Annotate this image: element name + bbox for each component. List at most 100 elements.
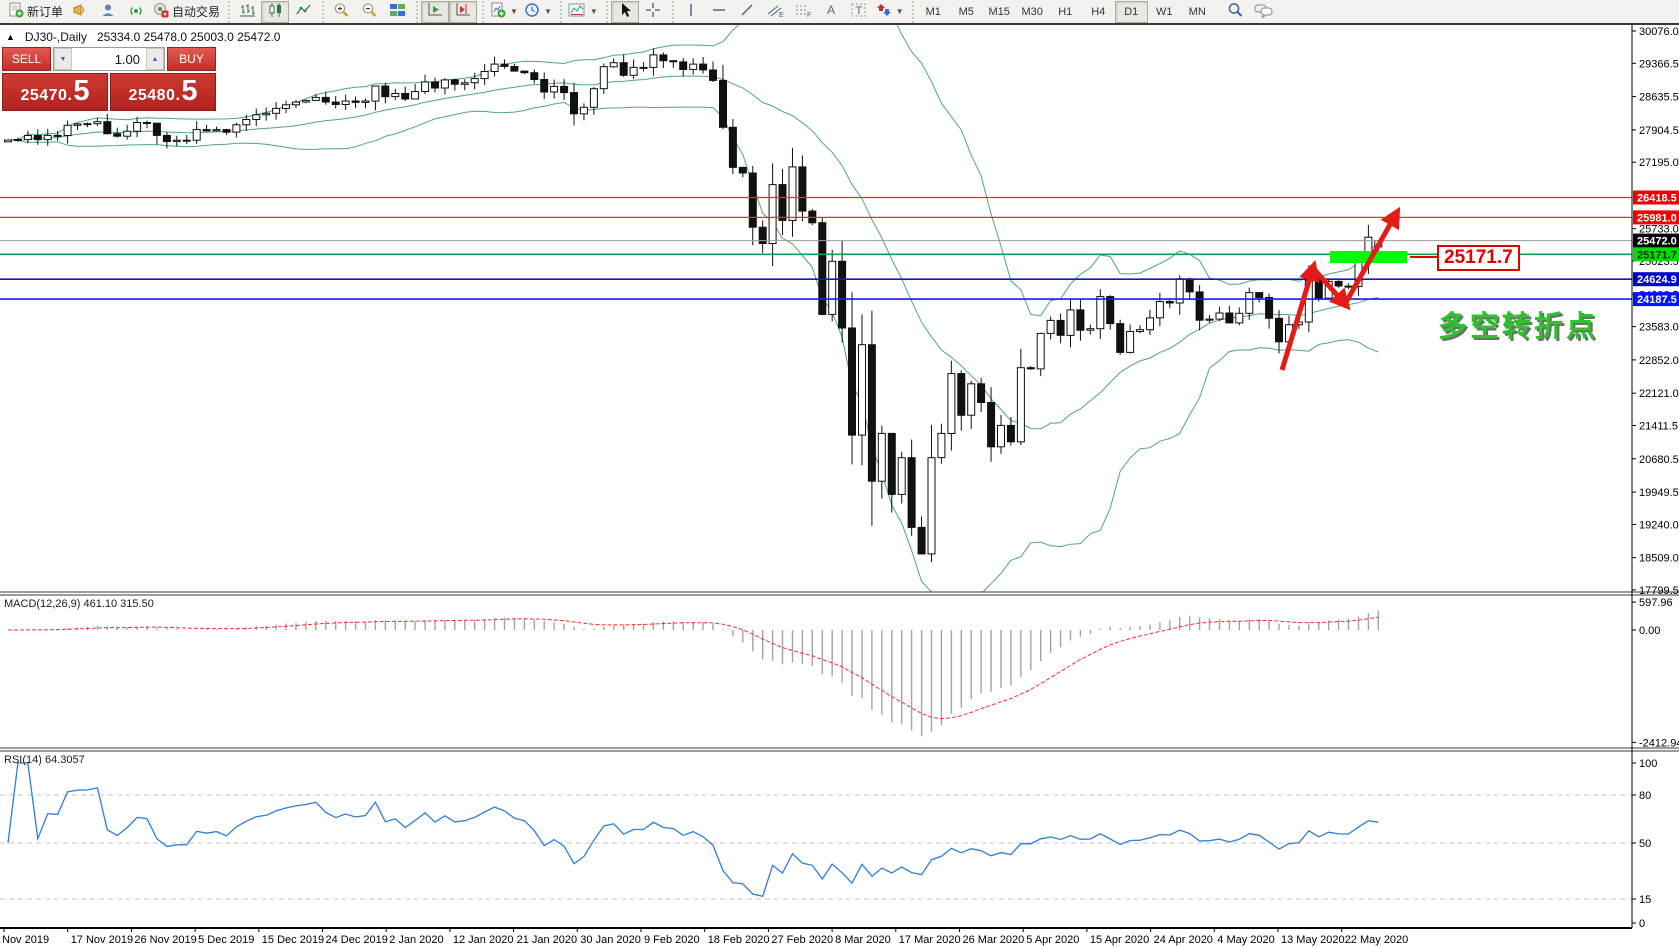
- price-badge: [1633, 210, 1679, 225]
- buy-price-big: 5: [181, 75, 198, 107]
- periods-clock-button[interactable]: ▼: [521, 1, 555, 23]
- svg-text:22 May 2020: 22 May 2020: [1345, 934, 1409, 946]
- signal-button[interactable]: [122, 1, 150, 23]
- svg-text:4 May 2020: 4 May 2020: [1217, 934, 1274, 946]
- vertical-line-button[interactable]: [677, 1, 705, 23]
- toolbar: 新订单 自动交易 ▼ ▼ ▼ E F A T: [0, 0, 1679, 25]
- search-button[interactable]: [1222, 1, 1250, 23]
- svg-text:17799.5: 17799.5: [1639, 585, 1679, 597]
- highlight-bar: [1330, 251, 1407, 263]
- horizontal-line-button[interactable]: [705, 1, 733, 23]
- chat-button[interactable]: [1250, 1, 1278, 23]
- text-label-icon: T: [850, 2, 868, 21]
- volume-input[interactable]: [72, 48, 146, 70]
- fibonacci-button[interactable]: F: [789, 1, 817, 23]
- svg-text:22121.0: 22121.0: [1639, 388, 1679, 400]
- svg-text:30076.0: 30076.0: [1639, 26, 1679, 38]
- text-icon: A: [824, 2, 838, 21]
- period-button-mn[interactable]: MN: [1188, 5, 1206, 18]
- turning-point-annotation[interactable]: 多空转折点: [1438, 311, 1599, 343]
- main-price-panel: [0, 25, 1632, 592]
- auto-scroll-icon: [427, 2, 444, 21]
- trendline-button[interactable]: [733, 1, 761, 23]
- svg-text:21411.5: 21411.5: [1639, 421, 1678, 433]
- period-button-m5[interactable]: M5: [958, 5, 974, 18]
- autotrade-button[interactable]: 自动交易: [150, 1, 223, 23]
- svg-text:27 Feb 2020: 27 Feb 2020: [771, 934, 833, 946]
- period-button-m15[interactable]: M15: [988, 5, 1010, 18]
- zoom-in-button[interactable]: [327, 1, 355, 23]
- svg-text:26418.5: 26418.5: [1637, 193, 1677, 205]
- sell-price-button[interactable]: 25470. 5: [2, 73, 108, 111]
- svg-text:T: T: [855, 5, 862, 17]
- svg-text:24187.5: 24187.5: [1637, 294, 1677, 306]
- channel-button[interactable]: E: [761, 1, 789, 23]
- svg-text:21 Jan 2020: 21 Jan 2020: [517, 934, 578, 946]
- rsi-label: RSI(14) 64.3057: [4, 754, 85, 766]
- sell-button[interactable]: SELL: [2, 47, 51, 71]
- svg-text:26 Nov 2019: 26 Nov 2019: [134, 934, 196, 946]
- zoom-out-button[interactable]: [355, 1, 383, 23]
- svg-text:26 Mar 2020: 26 Mar 2020: [963, 934, 1025, 946]
- svg-text:2 Jan 2020: 2 Jan 2020: [389, 934, 443, 946]
- period-button-m30[interactable]: M30: [1021, 5, 1043, 18]
- buy-price-main: 25480.: [128, 87, 181, 104]
- arrows-button[interactable]: ▼: [873, 1, 907, 23]
- svg-text:25981.0: 25981.0: [1637, 212, 1677, 224]
- period-button-d1[interactable]: D1: [1114, 0, 1148, 23]
- arrows-icon: [876, 2, 892, 21]
- period-button-w1[interactable]: W1: [1155, 5, 1173, 18]
- svg-text:18509.0: 18509.0: [1639, 553, 1679, 565]
- chart-canvas[interactable]: 30076.0 29366.5 28635.5 27904.5 27195.0 25733…: [0, 25, 1679, 947]
- macd-label: MACD(12,26,9) 461.10 315.50: [4, 598, 154, 610]
- svg-text:17 Mar 2020: 17 Mar 2020: [899, 934, 961, 946]
- crosshair-icon: [645, 2, 661, 21]
- volume-increase-button[interactable]: ▲: [146, 48, 164, 70]
- crosshair-button[interactable]: [639, 1, 667, 23]
- svg-text:18 Feb 2020: 18 Feb 2020: [708, 934, 770, 946]
- svg-text:15: 15: [1639, 894, 1651, 906]
- period-selector: M1 M5 M15 M30 H1 H4 D1 W1 MN: [911, 0, 1217, 23]
- period-button-m1[interactable]: M1: [925, 5, 941, 18]
- svg-text:20680.5: 20680.5: [1639, 454, 1679, 466]
- period-button-h4[interactable]: H4: [1091, 5, 1106, 18]
- new-order-icon: [8, 2, 24, 21]
- bar-chart-button[interactable]: [233, 1, 261, 23]
- indicators-icon: [490, 2, 506, 21]
- price-annotation-box[interactable]: 25171.7: [1437, 245, 1520, 271]
- buy-button[interactable]: BUY: [167, 47, 216, 71]
- svg-text:9 Feb 2020: 9 Feb 2020: [644, 934, 700, 946]
- zoom-in-icon: [333, 2, 350, 21]
- cursor-button[interactable]: [610, 0, 639, 23]
- templates-icon: [568, 2, 586, 21]
- community-button[interactable]: [94, 1, 122, 23]
- svg-text:100: 100: [1639, 758, 1657, 770]
- buy-price-button[interactable]: 25480. 5: [110, 73, 216, 111]
- svg-text:25472.0: 25472.0: [1637, 236, 1677, 248]
- volume-decrease-button[interactable]: ▼: [54, 48, 72, 70]
- zoom-out-icon: [361, 2, 378, 21]
- indicators-button[interactable]: ▼: [487, 1, 521, 23]
- chart-shift-button[interactable]: [449, 0, 478, 23]
- channel-icon: E: [766, 2, 784, 21]
- svg-text:-2412.94: -2412.94: [1639, 737, 1679, 749]
- candlestick-chart-button[interactable]: [261, 0, 290, 23]
- price-badge: [1633, 190, 1679, 205]
- text-label-button[interactable]: T: [845, 1, 873, 23]
- text-button[interactable]: A: [817, 1, 845, 23]
- svg-text:15 Dec 2019: 15 Dec 2019: [262, 934, 324, 946]
- tile-windows-button[interactable]: [383, 1, 411, 23]
- line-chart-button[interactable]: [289, 1, 317, 23]
- chevron-down-icon: ▼: [895, 7, 904, 16]
- horizontal-line-icon: [711, 2, 727, 21]
- svg-text:A: A: [827, 3, 835, 17]
- trend-arrow: [1279, 259, 1320, 371]
- new-order-label: 新订单: [27, 5, 64, 19]
- svg-text:25733.0: 25733.0: [1639, 224, 1679, 236]
- templates-button[interactable]: ▼: [565, 1, 601, 23]
- auto-scroll-button[interactable]: [421, 0, 450, 23]
- period-button-h1[interactable]: H1: [1058, 5, 1073, 18]
- horn-button[interactable]: [66, 1, 94, 23]
- new-order-button[interactable]: 新订单: [5, 1, 66, 23]
- svg-text:5 Dec 2019: 5 Dec 2019: [198, 934, 254, 946]
